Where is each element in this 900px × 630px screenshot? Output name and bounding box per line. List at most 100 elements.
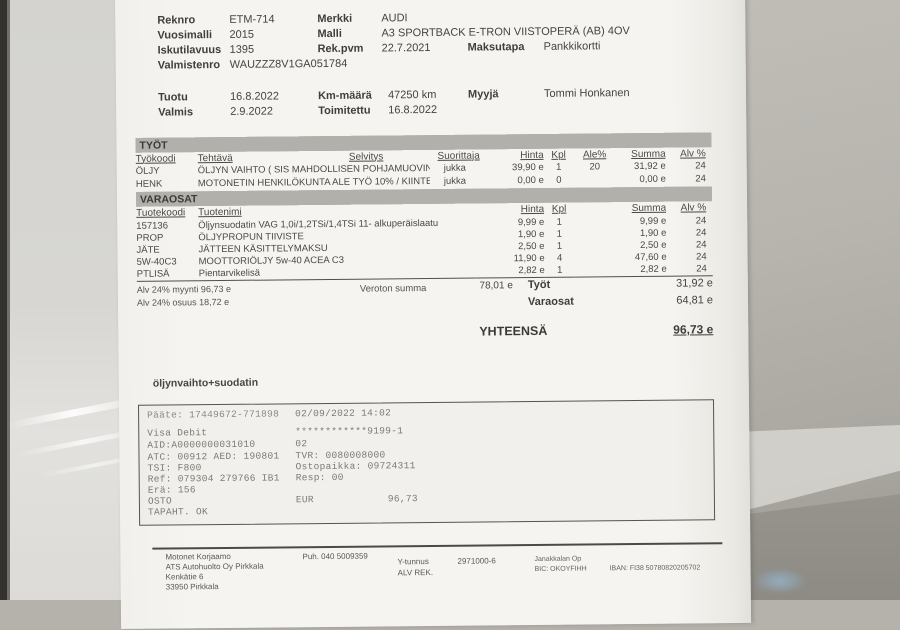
batch-number: Erä: 156 — [147, 484, 196, 496]
work-suorittaja: jukka — [443, 175, 467, 187]
part-summa: 2,50 e — [640, 239, 667, 251]
work-suorittaja: jukka — [443, 162, 466, 174]
part-kpl: 4 — [556, 252, 563, 264]
kmmaara-value: 47250 km — [387, 88, 437, 102]
col-kpl: Kpl — [551, 149, 566, 161]
part-code: PROP — [136, 232, 164, 244]
work-hinta: 0,00 e — [517, 174, 544, 186]
valmistenro-label: Valmistenro — [157, 59, 221, 72]
toimitettu-label: Toimitettu — [318, 104, 371, 118]
work-ale: 20 — [589, 161, 601, 173]
vuosimalli-label: Vuosimalli — [157, 29, 213, 42]
part-name: Pientarvikelisä — [198, 265, 477, 281]
part-summa: 2,82 e — [574, 263, 667, 278]
card-tvr: TVR: 0080008000 — [295, 449, 386, 462]
part-alv: 24 — [695, 227, 707, 239]
part-code: JÄTE — [136, 244, 160, 256]
part-summa: 47,60 e — [634, 251, 667, 264]
photo-edge-highlight — [7, 0, 10, 600]
card-type: Visa Debit — [147, 427, 208, 439]
toimitettu-value: 16.8.2022 — [388, 103, 438, 117]
col-alv: Alv % — [680, 147, 706, 160]
desk-reflection-blue — [752, 568, 807, 594]
vat-registered: ALV REK. — [397, 567, 434, 578]
myyja-value: Tommi Honkanen — [543, 87, 630, 100]
terminal-id: Pääte: 17449672-771898 — [147, 408, 280, 421]
part-kpl: 1 — [556, 216, 562, 228]
work-kpl: 0 — [556, 174, 562, 186]
payment-amount: 96,73 — [387, 493, 418, 505]
valmis-label: Valmis — [158, 106, 194, 119]
bank-name: Janakkalan Op — [534, 555, 582, 564]
col-summa: Summa — [631, 202, 667, 215]
receipt-ref: Ref: 079304 279766 IB1 — [147, 472, 280, 485]
col-tuotekoodi: Tuotekoodi — [136, 207, 186, 219]
bank-iban: IBAN: FI38 50780820205702 — [609, 564, 701, 573]
parts-total-label: Varaosat — [527, 295, 574, 309]
part-code: 5W-40C3 — [136, 256, 177, 268]
valmistenro-value: WAUZZZ8V1GA051784 — [229, 57, 348, 71]
net-total-label: Veroton summa — [359, 283, 427, 295]
currency-code: EUR — [295, 494, 314, 506]
malli-label: Malli — [317, 27, 342, 41]
work-summa: 31,92 e — [633, 160, 666, 173]
reknro-label: Reknro — [157, 14, 196, 27]
part-alv: 24 — [695, 215, 707, 227]
part-hinta: 2,50 e — [518, 240, 545, 253]
col-ale: Ale% — [582, 148, 607, 161]
desk-surface-left — [6, 0, 166, 600]
iskutilavuus-label: Iskutilavuus — [157, 43, 222, 57]
labour-total-value: 31,92 e — [676, 277, 713, 290]
part-alv: 24 — [666, 263, 713, 277]
part-hinta: 9,99 e — [517, 216, 545, 229]
work-desc: MOTONETIN HENKILÖKUNTA ALE TYÖ 10% / KII… — [197, 175, 430, 189]
part-kpl: 1 — [556, 228, 563, 240]
business-id-value: 2971000-6 — [457, 556, 496, 566]
part-kpl: 1 — [544, 264, 575, 278]
work-alv: 24 — [695, 160, 706, 172]
work-kpl: 1 — [556, 161, 562, 173]
card-atc-aed: ATC: 00912 AED: 190801 — [147, 450, 280, 463]
myyja-label: Myyjä — [467, 88, 499, 101]
malli-value: A3 SPORTBACK E-TRON VIISTOPERÄ (AB) 4OV — [381, 25, 630, 40]
part-hinta: 11,90 e — [513, 252, 545, 265]
part-kpl: 1 — [556, 240, 563, 252]
part-summa: 1,90 e — [639, 227, 667, 239]
part-hinta: 2,82 e — [476, 264, 545, 279]
phone-number: Puh. 040 5009359 — [302, 551, 368, 562]
grand-total-value: 96,73 e — [673, 322, 714, 337]
col-hinta: Hinta — [520, 203, 545, 216]
col-suorittaja: Suorittaja — [437, 150, 480, 162]
part-summa: 9,99 e — [639, 215, 667, 227]
work-ale — [574, 173, 616, 186]
tuotu-value: 16.8.2022 — [229, 90, 280, 103]
transaction-status: TAPAHT. OK — [147, 506, 209, 518]
part-alv: 24 — [695, 239, 707, 251]
col-tehtava: Tehtävä — [197, 152, 233, 164]
business-id-label: Y-tunnus — [397, 557, 429, 567]
maksutapa-label: Maksutapa — [467, 41, 525, 54]
work-desc: ÖLJYN VAIHTO ( SIS MAHDOLLISEN POHJAMUOV… — [197, 162, 430, 177]
work-code: HENK — [135, 178, 163, 190]
col-summa: Summa — [631, 148, 666, 160]
col-hinta: Hinta — [520, 149, 544, 161]
maksutapa-value: Pankkikortti — [543, 40, 601, 53]
vat-amount: Alv 24% osuus 18,72 e — [136, 296, 230, 308]
vat-sales-total: Alv 24% myynti 96,73 e — [136, 283, 231, 295]
col-tyokoodi: Työkoodi — [135, 152, 176, 165]
transaction-type: OSTO — [147, 495, 172, 507]
merchant-id: Ostopaikka: 09724311 — [295, 460, 416, 473]
merkki-label: Merkki — [317, 12, 353, 26]
part-alv: 24 — [696, 251, 707, 263]
receipt-datetime: 02/09/2022 14:02 — [295, 407, 392, 420]
service-note: öljynvaihto+suodatin — [152, 376, 259, 390]
valmis-value: 2.9.2022 — [230, 105, 274, 118]
tyot-table: TYÖT Työkoodi Tehtävä Selvitys Suorittaj… — [135, 132, 712, 191]
photo-edge-shadow — [0, 0, 7, 600]
kmmaara-label: Km-määrä — [317, 89, 372, 103]
card-receipt-box: Pääte: 17449672-771898 02/09/2022 14:02 … — [137, 399, 716, 526]
reknro-value: ETM-714 — [229, 13, 275, 26]
col-selvitys: Selvitys — [348, 150, 384, 163]
postal-city: 33950 Pirkkala — [165, 582, 219, 592]
receipt-resp: Resp: 00 — [295, 471, 344, 484]
